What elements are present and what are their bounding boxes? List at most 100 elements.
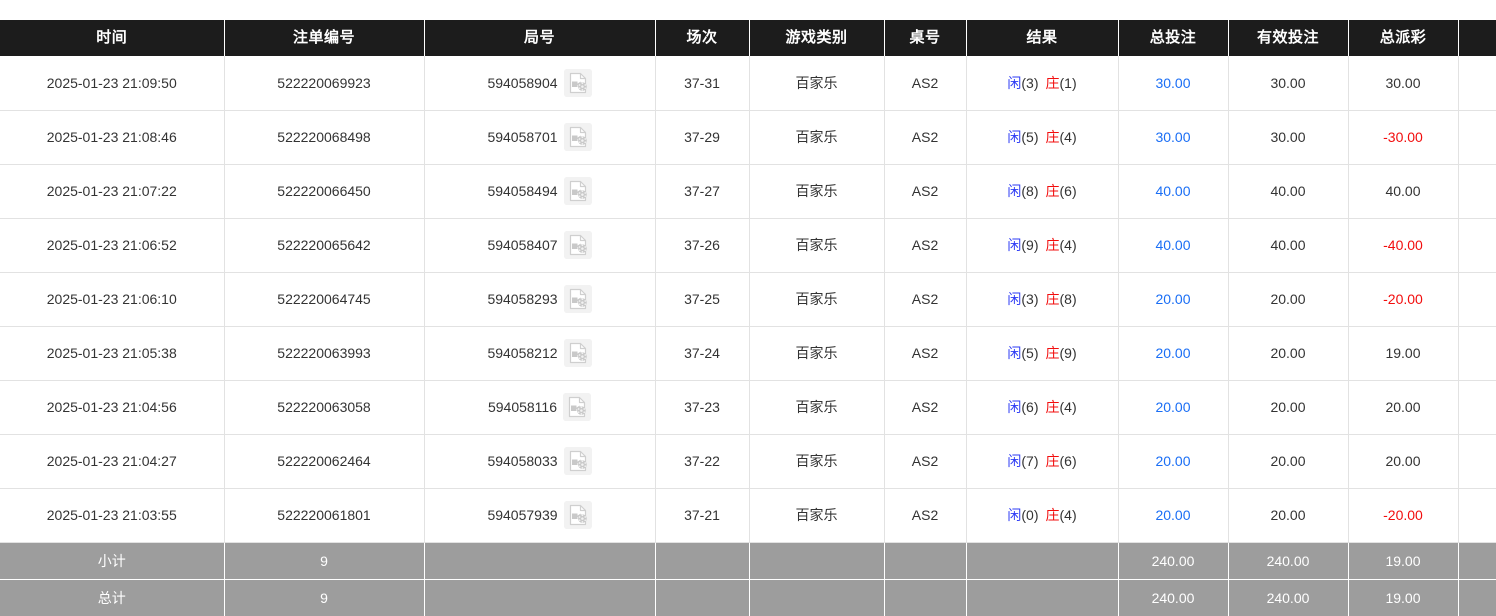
column-header-total_payout[interactable]: 总派彩	[1348, 20, 1459, 56]
cell-total-payout: 30.00	[1348, 56, 1459, 111]
total-bet-link[interactable]: 20.00	[1155, 345, 1191, 361]
cell-bet-id: 522220061801	[224, 488, 425, 543]
table-row[interactable]: 2025-01-23 21:09:50 522220069923 594058904…	[0, 56, 1496, 111]
table-row[interactable]: 2025-01-23 21:05:38 522220063993 594058212…	[0, 326, 1496, 381]
table-row[interactable]: 2025-01-23 21:06:52 522220065642 594058407…	[0, 218, 1496, 273]
cell-total-payout: 20.00	[1348, 434, 1459, 489]
cell-table-no: AS2	[884, 326, 967, 381]
column-header-time[interactable]: 时间	[0, 20, 225, 56]
cell-time: 2025-01-23 21:06:52	[0, 218, 225, 273]
table-row[interactable]: 2025-01-23 21:04:27 522220062464 594058033…	[0, 434, 1496, 489]
cell-game-type: 百家乐	[749, 164, 885, 219]
column-header-valid_bet[interactable]: 有效投注	[1228, 20, 1349, 56]
total-bet-link[interactable]: 40.00	[1155, 183, 1191, 199]
total-payout-value: -20.00	[1383, 291, 1423, 307]
cell-game-type: 百家乐	[749, 110, 885, 165]
total-bet-link[interactable]: 40.00	[1155, 237, 1191, 253]
summary-cell-total-payout: 19.00	[1348, 542, 1459, 580]
total-payout-value: 19.00	[1385, 345, 1421, 361]
cell-round-no: 594058494	[424, 164, 656, 219]
result-player-value: (3)	[1021, 291, 1039, 307]
result-banker: 庄(6)	[1046, 453, 1077, 469]
round-no-text: 594058904	[487, 74, 558, 91]
result-player: 闲(3)	[1007, 75, 1038, 91]
result-banker-value: (6)	[1059, 183, 1077, 199]
cell-time: 2025-01-23 21:04:27	[0, 434, 225, 489]
column-header-result[interactable]: 结果	[966, 20, 1119, 56]
video-placeholder-icon[interactable]	[563, 501, 592, 529]
cell-time: 2025-01-23 21:03:55	[0, 488, 225, 543]
column-header-bet_id[interactable]: 注单编号	[224, 20, 425, 56]
cell-round-no: 594058407	[424, 218, 656, 273]
total-payout-value: -40.00	[1383, 237, 1423, 253]
result-player-label: 闲	[1007, 237, 1022, 253]
cell-total-bet: 30.00	[1118, 110, 1229, 165]
total-bet-link[interactable]: 20.00	[1155, 507, 1191, 523]
total-bet-link[interactable]: 30.00	[1155, 74, 1191, 91]
column-header-game_type[interactable]: 游戏类别	[749, 20, 885, 56]
total-bet-link[interactable]: 20.00	[1155, 291, 1191, 307]
cell-session: 37-29	[655, 110, 750, 165]
cell-table-no: AS2	[884, 434, 967, 489]
summary-cell-table-no	[884, 579, 967, 616]
video-placeholder-icon[interactable]	[563, 393, 592, 421]
cell-valid-bet: 30.00	[1228, 110, 1349, 165]
summary-cell-extra	[1458, 542, 1496, 580]
summary-row: 小计 9 240.00 240.00 19.00	[0, 542, 1496, 580]
video-placeholder-icon[interactable]	[563, 123, 592, 151]
video-placeholder-icon[interactable]	[563, 68, 592, 97]
column-header-extra[interactable]	[1458, 20, 1496, 56]
result-player-label: 闲	[1007, 129, 1022, 145]
cell-bet-id: 522220063058	[224, 380, 425, 435]
cell-valid-bet: 20.00	[1228, 434, 1349, 489]
table-row[interactable]: 2025-01-23 21:04:56 522220063058 594058116…	[0, 380, 1496, 435]
summary-cell-session	[655, 542, 750, 580]
cell-game-type: 百家乐	[749, 326, 885, 381]
cell-table-no: AS2	[884, 380, 967, 435]
cell-total-payout: -20.00	[1348, 272, 1459, 327]
cell-result: 闲(5) 庄(4)	[966, 110, 1119, 165]
table-row[interactable]: 2025-01-23 21:07:22 522220066450 594058494…	[0, 164, 1496, 219]
column-header-table_no[interactable]: 桌号	[884, 20, 967, 56]
result-banker-value: (4)	[1059, 507, 1077, 523]
cell-total-payout: -40.00	[1348, 218, 1459, 273]
video-placeholder-icon[interactable]	[563, 447, 592, 475]
round-no-text: 594058701	[487, 129, 558, 145]
result-player-value: (5)	[1021, 345, 1039, 361]
result-banker-value: (1)	[1059, 74, 1077, 91]
cell-bet-id: 522220065642	[224, 218, 425, 273]
table-row[interactable]: 2025-01-23 21:06:10 522220064745 594058293…	[0, 272, 1496, 327]
column-header-total_bet[interactable]: 总投注	[1118, 20, 1229, 56]
table-row[interactable]: 2025-01-23 21:08:46 522220068498 594058701…	[0, 110, 1496, 165]
cell-total-payout: 20.00	[1348, 380, 1459, 435]
result-player-label: 闲	[1007, 183, 1022, 199]
total-bet-link[interactable]: 20.00	[1155, 453, 1191, 469]
result-banker: 庄(4)	[1046, 507, 1077, 523]
cell-round-no: 594058212	[424, 326, 656, 381]
cell-result: 闲(0) 庄(4)	[966, 488, 1119, 543]
summary-cell-result	[966, 579, 1119, 616]
total-payout-value: 30.00	[1385, 74, 1421, 91]
column-header-session[interactable]: 场次	[655, 20, 750, 56]
result-player: 闲(7)	[1007, 453, 1038, 469]
table-row[interactable]: 2025-01-23 21:03:55 522220061801 594057939…	[0, 488, 1496, 543]
cell-total-bet: 20.00	[1118, 488, 1229, 543]
result-player-label: 闲	[1007, 74, 1022, 91]
result-player-label: 闲	[1007, 453, 1022, 469]
video-placeholder-icon[interactable]	[563, 339, 592, 367]
cell-game-type: 百家乐	[749, 56, 885, 111]
video-placeholder-icon[interactable]	[563, 177, 592, 205]
column-header-round_no[interactable]: 局号	[424, 20, 656, 56]
cell-total-bet: 20.00	[1118, 380, 1229, 435]
round-no-wrapper: 594058033	[431, 435, 649, 488]
result-banker-label: 庄	[1045, 507, 1060, 523]
cell-game-type: 百家乐	[749, 380, 885, 435]
cell-valid-bet: 20.00	[1228, 326, 1349, 381]
cell-session: 37-23	[655, 380, 750, 435]
total-bet-link[interactable]: 30.00	[1155, 129, 1191, 145]
summary-cell-round-no	[424, 579, 656, 616]
video-placeholder-icon[interactable]	[563, 231, 592, 259]
cell-extra	[1458, 326, 1496, 381]
total-bet-link[interactable]: 20.00	[1155, 399, 1191, 415]
video-placeholder-icon[interactable]	[563, 285, 592, 313]
